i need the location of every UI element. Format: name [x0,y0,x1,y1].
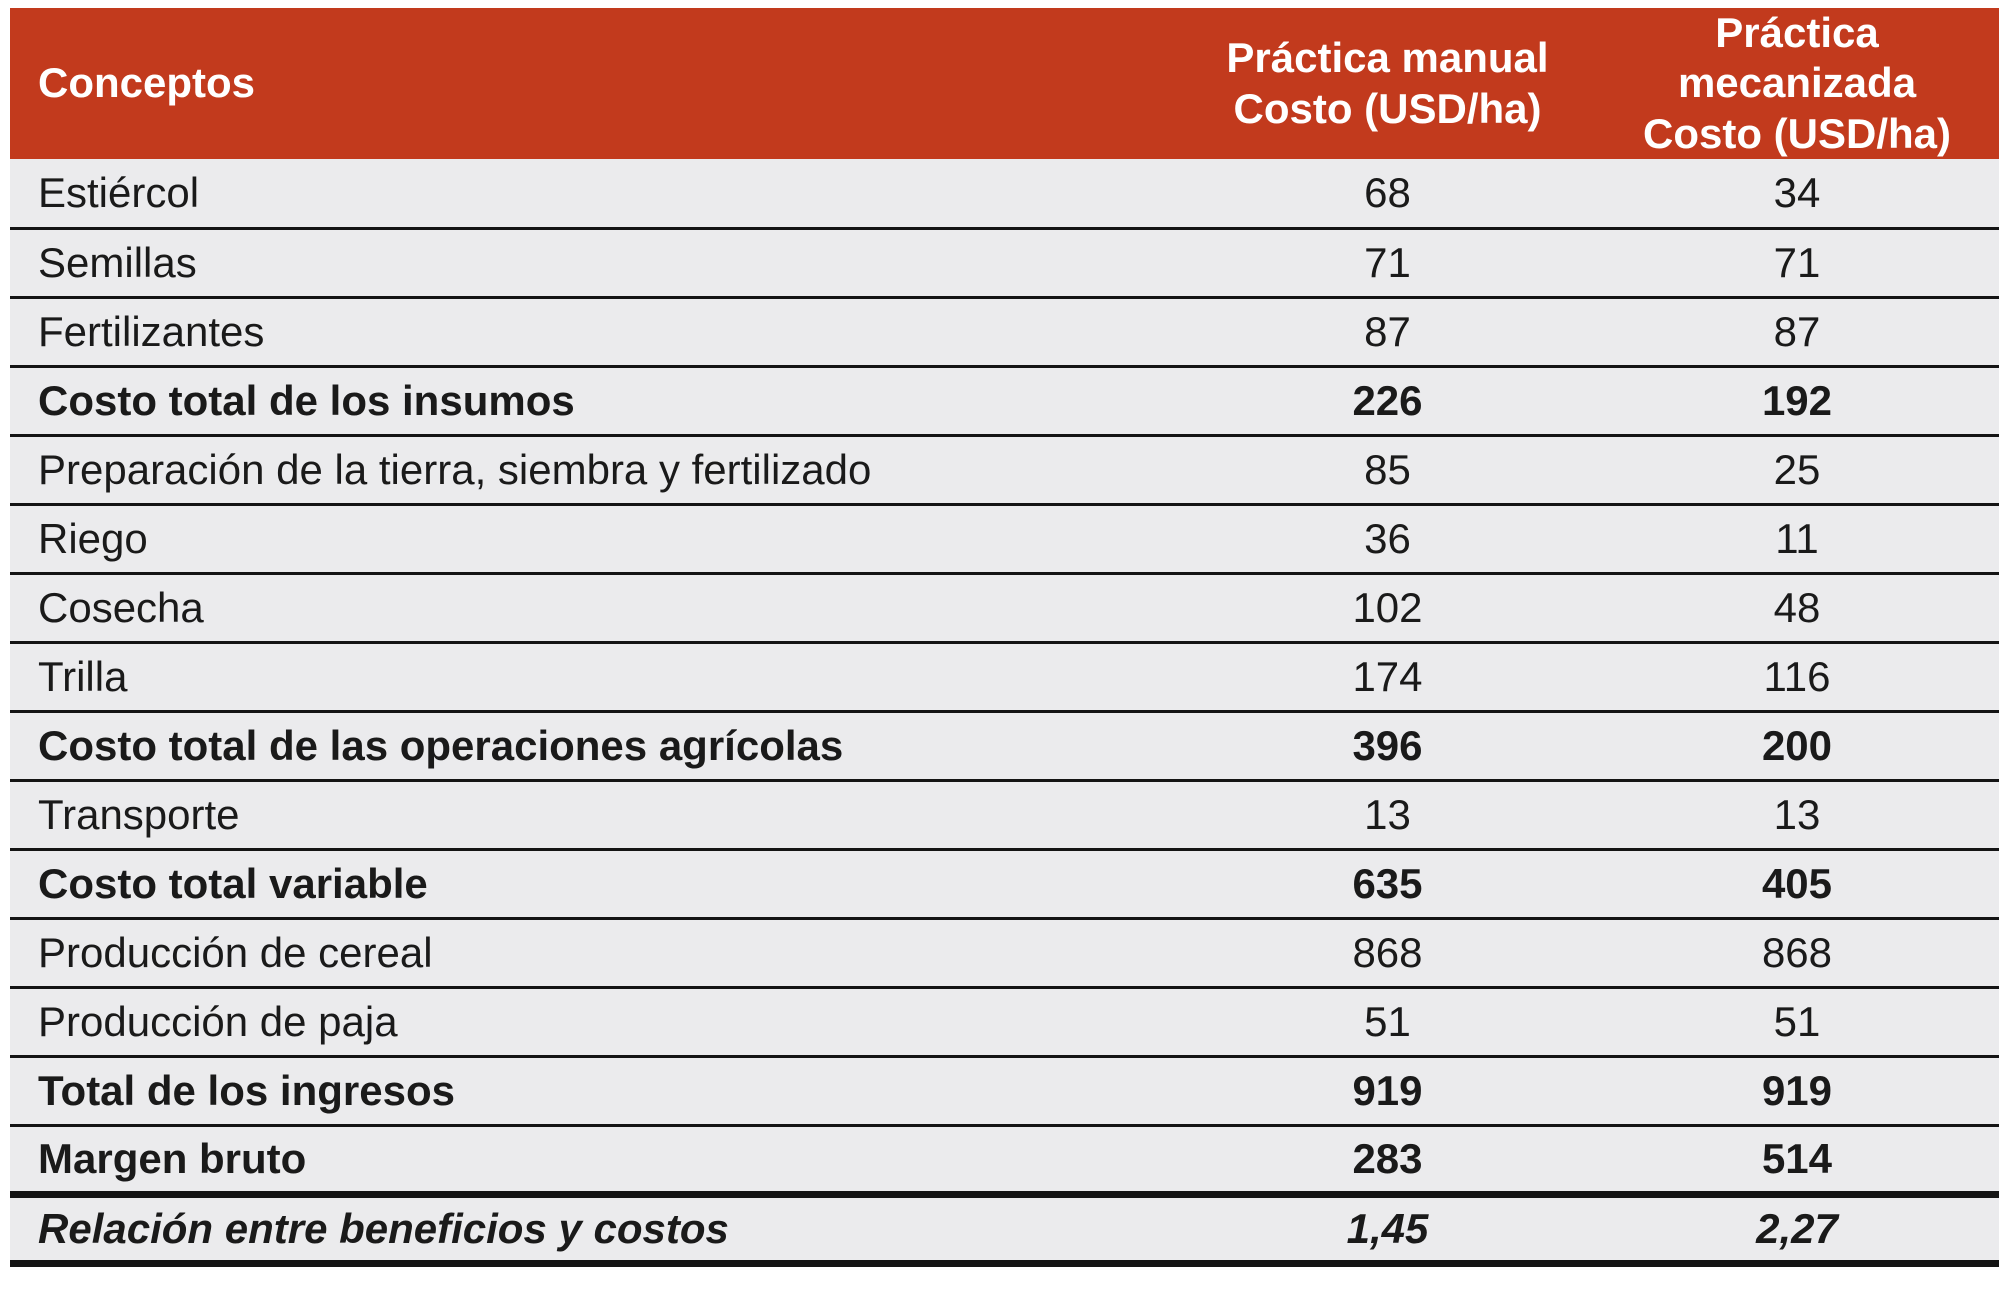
table-header: Conceptos Práctica manual Costo (USD/ha)… [10,8,1999,160]
column-header-line2: Costo (USD/ha) [1643,109,1951,157]
concept-cell: Transporte [10,778,1180,850]
table-row: Producción de paja 51 51 [10,985,1999,1057]
table-row: Riego 36 11 [10,502,1999,574]
mechanized-cost-cell: 919 [1595,1054,1999,1126]
manual-cost-cell: 396 [1180,709,1595,781]
mechanized-cost-cell: 87 [1595,295,1999,367]
column-header-conceptos: Conceptos [10,8,1180,160]
table-row: Costo total variable 635 405 [10,847,1999,919]
table-row: Total de los ingresos 919 919 [10,1054,1999,1126]
manual-cost-cell: 51 [1180,985,1595,1057]
table-row: Trilla 174 116 [10,640,1999,712]
table-row: Fertilizantes 87 87 [10,295,1999,367]
column-header-line1: Práctica mecanizada [1677,9,1917,107]
concept-cell: Fertilizantes [10,295,1180,367]
mechanized-cost-cell: 192 [1595,364,1999,436]
manual-cost-cell: 85 [1180,433,1595,505]
concept-cell: Cosecha [10,571,1180,643]
concept-cell: Riego [10,502,1180,574]
manual-cost-cell: 102 [1180,571,1595,643]
manual-cost-cell: 283 [1180,1123,1595,1195]
mechanized-cost-cell: 116 [1595,640,1999,712]
concept-cell: Costo total de las operaciones agrícolas [10,709,1180,781]
manual-cost-cell: 868 [1180,916,1595,988]
table-row: Relación entre beneficios y costos 1,45 2,… [10,1190,1999,1267]
mechanized-cost-cell: 25 [1595,433,1999,505]
manual-cost-cell: 226 [1180,364,1595,436]
table-row: Cosecha 102 48 [10,571,1999,643]
manual-cost-cell: 635 [1180,847,1595,919]
manual-cost-cell: 174 [1180,640,1595,712]
mechanized-cost-cell: 405 [1595,847,1999,919]
mechanized-cost-cell: 13 [1595,778,1999,850]
mechanized-cost-cell: 48 [1595,571,1999,643]
table-row: Costo total de las operaciones agrícolas… [10,709,1999,781]
header-row: Conceptos Práctica manual Costo (USD/ha)… [10,8,1999,160]
manual-cost-cell: 919 [1180,1054,1595,1126]
table-row: Transporte 13 13 [10,778,1999,850]
concept-cell: Total de los ingresos [10,1054,1180,1126]
mechanized-cost-cell: 868 [1595,916,1999,988]
mechanized-cost-cell: 34 [1595,159,1999,229]
table-row: Preparación de la tierra, siembra y fert… [10,433,1999,505]
concept-cell: Preparación de la tierra, siembra y fert… [10,433,1180,505]
cost-comparison-table: Conceptos Práctica manual Costo (USD/ha)… [10,8,1999,1267]
mechanized-cost-cell: 200 [1595,709,1999,781]
table-row: Estiércol 68 34 [10,159,1999,229]
concept-cell: Producción de paja [10,985,1180,1057]
column-header-practica-manual: Práctica manual Costo (USD/ha) [1180,8,1595,160]
concept-cell: Estiércol [10,159,1180,229]
concept-cell: Margen bruto [10,1123,1180,1195]
manual-cost-cell: 87 [1180,295,1595,367]
mechanized-cost-cell: 51 [1595,985,1999,1057]
concept-cell: Costo total variable [10,847,1180,919]
concept-cell: Costo total de los insumos [10,364,1180,436]
column-header-practica-mecanizada: Práctica mecanizada Costo (USD/ha) [1595,8,1999,160]
manual-cost-cell: 68 [1180,159,1595,229]
table-row: Margen bruto 283 514 [10,1123,1999,1195]
column-header-line1: Práctica manual [1226,34,1549,82]
table-row: Producción de cereal 868 868 [10,916,1999,988]
manual-cost-cell: 1,45 [1180,1190,1595,1267]
concept-cell: Trilla [10,640,1180,712]
manual-cost-cell: 36 [1180,502,1595,574]
table-body: Estiércol 68 34 Semillas 71 71 Fertilizantes 87… [10,159,1999,1267]
mechanized-cost-cell: 71 [1595,226,1999,298]
manual-cost-cell: 71 [1180,226,1595,298]
table-row: Costo total de los insumos 226 192 [10,364,1999,436]
mechanized-cost-cell: 2,27 [1595,1190,1999,1267]
manual-cost-cell: 13 [1180,778,1595,850]
concept-cell: Semillas [10,226,1180,298]
mechanized-cost-cell: 514 [1595,1123,1999,1195]
concept-cell: Relación entre beneficios y costos [10,1190,1180,1267]
column-header-label: Conceptos [38,59,256,107]
column-header-line2: Costo (USD/ha) [1233,84,1542,132]
table-row: Semillas 71 71 [10,226,1999,298]
concept-cell: Producción de cereal [10,916,1180,988]
mechanized-cost-cell: 11 [1595,502,1999,574]
